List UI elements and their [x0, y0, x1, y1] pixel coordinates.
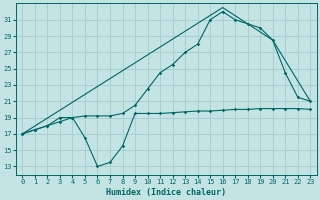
- X-axis label: Humidex (Indice chaleur): Humidex (Indice chaleur): [106, 188, 226, 197]
